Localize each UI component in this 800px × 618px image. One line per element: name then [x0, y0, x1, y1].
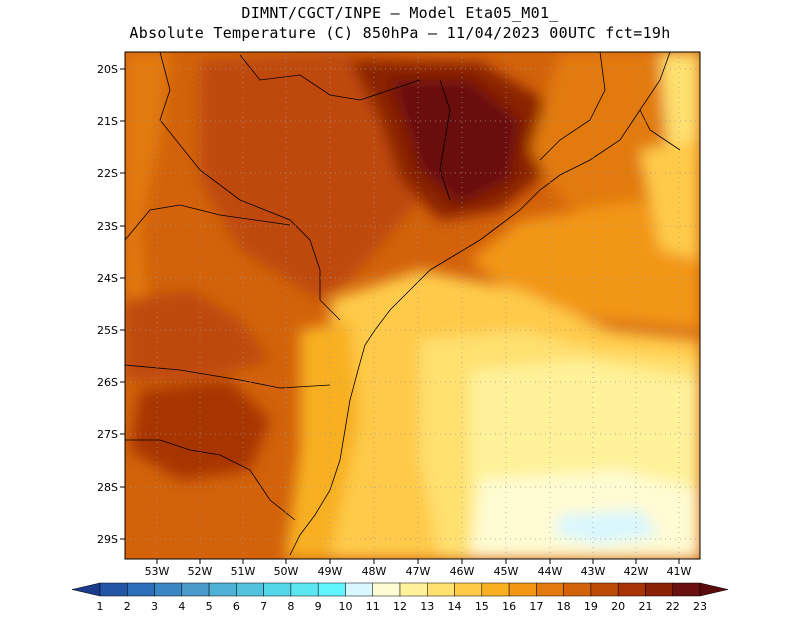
lat-label: 21S	[97, 115, 118, 128]
colorbar-label: 12	[393, 600, 407, 613]
lon-label: 46W	[450, 565, 475, 578]
colorbar-swatch	[290, 582, 319, 597]
map-title-line1: DIMNT/CGCT/INPE — Model Eta05_M01_	[241, 4, 559, 22]
colorbar-swatch	[208, 582, 237, 597]
lon-label: 52W	[188, 565, 213, 578]
colorbar-label: 15	[475, 600, 489, 613]
colorbar-swatch	[345, 582, 373, 597]
colorbar-arrow-low	[71, 582, 101, 597]
colorbar-label: 11	[366, 600, 380, 613]
colorbar-swatch	[99, 582, 128, 597]
lat-axis: 20S 21S 22S 23S 24S 25S 26S 27S 28S 29S	[97, 63, 125, 546]
colorbar-swatch	[399, 582, 428, 597]
lon-label: 53W	[145, 565, 170, 578]
coastline-borders	[125, 52, 681, 556]
lon-label: 47W	[406, 565, 431, 578]
colorbar-label: 22	[666, 600, 680, 613]
lat-label: 25S	[97, 324, 118, 337]
colorbar-label: 8	[287, 600, 294, 613]
lon-label: 49W	[318, 565, 343, 578]
colorbar-swatch	[590, 582, 619, 597]
lat-label: 23S	[97, 220, 118, 233]
lon-label: 41W	[667, 565, 692, 578]
colorbar-label: 18	[557, 600, 571, 613]
lat-label: 24S	[97, 272, 118, 285]
lon-label: 43W	[581, 565, 606, 578]
lon-label: 51W	[231, 565, 256, 578]
colorbar-label: 1	[97, 600, 104, 613]
colorbar-swatch	[617, 582, 646, 597]
colorbar-swatch	[672, 582, 701, 597]
colorbar-swatch	[454, 582, 483, 597]
map-title-line2: Absolute Temperature (C) 850hPa — 11/04/…	[129, 24, 671, 42]
colorbar-label: 2	[124, 600, 131, 613]
colorbar-swatch	[645, 582, 673, 597]
colorbar-swatch	[372, 582, 401, 597]
colorbar-swatch	[481, 582, 510, 597]
colorbar-label: 7	[260, 600, 267, 613]
colorbar-label: 20	[611, 600, 625, 613]
colorbar-swatch	[154, 582, 183, 597]
graticule	[125, 52, 700, 559]
colorbar-label: 13	[420, 600, 434, 613]
lon-label: 42W	[624, 565, 649, 578]
colorbar-label: 9	[315, 600, 322, 613]
colorbar-swatch	[536, 582, 564, 597]
lon-label: 44W	[538, 565, 563, 578]
colorbar-label: 19	[584, 600, 598, 613]
colorbar-label: 3	[151, 600, 158, 613]
colorbar-swatch	[563, 582, 592, 597]
colorbar-swatch	[181, 582, 210, 597]
colorbar-swatch	[263, 582, 292, 597]
colorbar-swatch	[127, 582, 155, 597]
lon-label: 50W	[274, 565, 299, 578]
lat-label: 29S	[97, 533, 118, 546]
colorbar-swatch	[508, 582, 537, 597]
lat-label: 20S	[97, 63, 118, 76]
colorbar-label: 10	[338, 600, 352, 613]
colorbar-label: 17	[529, 600, 543, 613]
colorbar-label: 14	[448, 600, 462, 613]
lat-label: 22S	[97, 167, 118, 180]
colorbar-label: 6	[233, 600, 240, 613]
colorbar-label: 21	[638, 600, 652, 613]
colorbar-label: 4	[178, 600, 185, 613]
colorbar: 1 2 3 4 5 6 7 8 9 10 11 12 13 14 15 16 17 18 19 20 21 22 23	[71, 582, 729, 613]
colorbar-label: 23	[693, 600, 707, 613]
colorbar-swatch	[236, 582, 264, 597]
lon-label: 48W	[362, 565, 387, 578]
lon-axis: 53W 52W 51W 50W 49W 48W 47W 46W 45W 44W …	[145, 559, 692, 578]
colorbar-label: 16	[502, 600, 516, 613]
colorbar-swatch	[317, 582, 346, 597]
temperature-field	[125, 52, 700, 559]
map-frame	[124, 51, 701, 560]
lon-label: 45W	[494, 565, 519, 578]
lat-label: 27S	[97, 428, 118, 441]
colorbar-label: 5	[206, 600, 213, 613]
lat-label: 26S	[97, 376, 118, 389]
colorbar-swatch	[427, 582, 455, 597]
colorbar-arrow-high	[699, 582, 729, 597]
lat-label: 28S	[97, 481, 118, 494]
